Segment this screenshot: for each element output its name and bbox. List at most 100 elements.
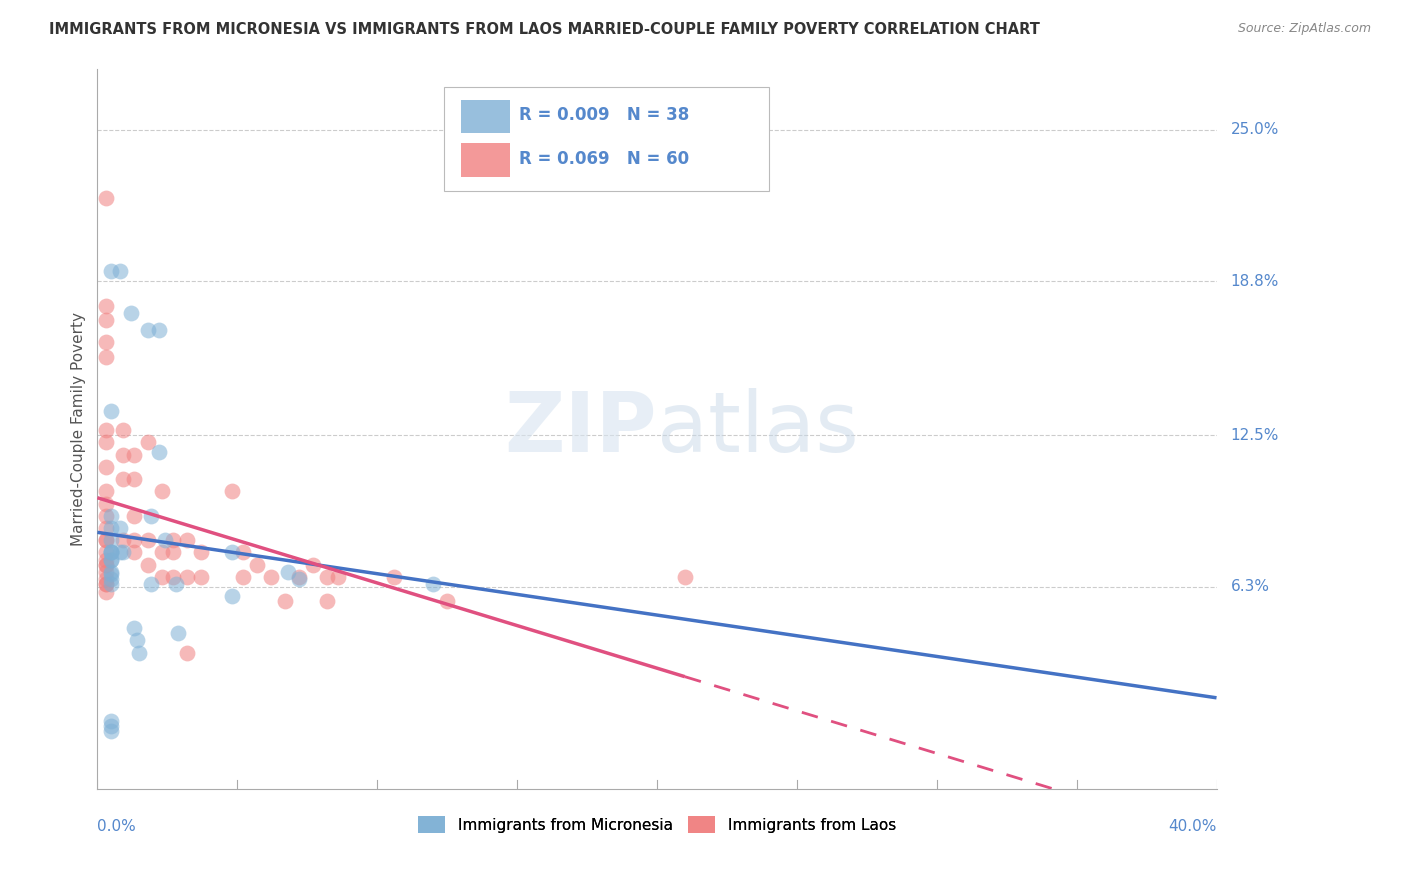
Point bbox=[94, 553, 117, 567]
Point bbox=[94, 423, 117, 437]
Point bbox=[100, 533, 122, 548]
Text: R = 0.009   N = 38: R = 0.009 N = 38 bbox=[519, 105, 689, 124]
Point bbox=[100, 572, 122, 586]
Text: IMMIGRANTS FROM MICRONESIA VS IMMIGRANTS FROM LAOS MARRIED-COUPLE FAMILY POVERTY: IMMIGRANTS FROM MICRONESIA VS IMMIGRANTS… bbox=[49, 22, 1040, 37]
Point bbox=[94, 584, 117, 599]
Point bbox=[94, 533, 117, 548]
Point bbox=[94, 577, 117, 591]
Point bbox=[100, 719, 122, 733]
Point bbox=[139, 577, 162, 591]
Point bbox=[232, 570, 254, 584]
Point bbox=[436, 594, 458, 608]
Point bbox=[176, 646, 198, 660]
Point bbox=[94, 572, 117, 586]
Text: Source: ZipAtlas.com: Source: ZipAtlas.com bbox=[1237, 22, 1371, 36]
Point bbox=[136, 558, 159, 572]
Point bbox=[150, 570, 173, 584]
Text: R = 0.069   N = 60: R = 0.069 N = 60 bbox=[519, 150, 689, 168]
Point bbox=[100, 521, 122, 535]
Point bbox=[94, 299, 117, 313]
Point bbox=[94, 558, 117, 572]
Point bbox=[100, 553, 122, 567]
Point bbox=[260, 570, 283, 584]
Point bbox=[94, 335, 117, 350]
Point bbox=[94, 558, 117, 572]
Point bbox=[100, 577, 122, 591]
Point bbox=[122, 448, 145, 462]
Point bbox=[221, 545, 243, 559]
Point bbox=[94, 435, 117, 450]
Point bbox=[108, 545, 131, 559]
Point bbox=[100, 723, 122, 738]
Point bbox=[94, 496, 117, 510]
Point bbox=[100, 553, 122, 567]
Point bbox=[100, 567, 122, 582]
FancyBboxPatch shape bbox=[461, 144, 510, 177]
Point bbox=[148, 445, 170, 459]
Point bbox=[301, 558, 323, 572]
Point bbox=[108, 521, 131, 535]
Point bbox=[100, 508, 122, 523]
Point bbox=[190, 545, 212, 559]
Legend: Immigrants from Micronesia, Immigrants from Laos: Immigrants from Micronesia, Immigrants f… bbox=[412, 810, 903, 839]
Point bbox=[326, 570, 349, 584]
Point bbox=[94, 521, 117, 535]
Point bbox=[122, 545, 145, 559]
Point bbox=[162, 570, 184, 584]
Point bbox=[111, 448, 134, 462]
Point bbox=[100, 545, 122, 559]
Point bbox=[221, 484, 243, 499]
Point bbox=[100, 545, 122, 559]
Point bbox=[277, 565, 299, 579]
Text: 0.0%: 0.0% bbox=[97, 819, 136, 834]
Point bbox=[288, 570, 311, 584]
Point bbox=[100, 264, 122, 278]
Point bbox=[125, 633, 148, 648]
Point bbox=[190, 570, 212, 584]
FancyBboxPatch shape bbox=[444, 87, 769, 191]
Point bbox=[176, 533, 198, 548]
Text: 12.5%: 12.5% bbox=[1230, 427, 1279, 442]
Y-axis label: Married-Couple Family Poverty: Married-Couple Family Poverty bbox=[72, 312, 86, 546]
Point bbox=[94, 191, 117, 205]
Point bbox=[108, 264, 131, 278]
Point bbox=[94, 533, 117, 548]
Point bbox=[148, 323, 170, 337]
Point bbox=[673, 570, 696, 584]
Text: atlas: atlas bbox=[657, 389, 859, 469]
Point bbox=[150, 545, 173, 559]
Point bbox=[382, 570, 405, 584]
Point bbox=[153, 533, 176, 548]
Point bbox=[94, 508, 117, 523]
Point bbox=[122, 472, 145, 486]
Text: 6.3%: 6.3% bbox=[1230, 579, 1270, 594]
Point bbox=[122, 621, 145, 635]
Point bbox=[94, 565, 117, 579]
Point bbox=[94, 577, 117, 591]
Point bbox=[100, 565, 122, 579]
Point bbox=[246, 558, 269, 572]
Point bbox=[136, 533, 159, 548]
Text: ZIP: ZIP bbox=[505, 389, 657, 469]
Point bbox=[150, 484, 173, 499]
Point bbox=[111, 423, 134, 437]
Point bbox=[221, 590, 243, 604]
FancyBboxPatch shape bbox=[461, 100, 510, 134]
Point bbox=[315, 570, 337, 584]
Point bbox=[162, 533, 184, 548]
Point bbox=[422, 577, 444, 591]
Point bbox=[94, 459, 117, 474]
Point bbox=[136, 323, 159, 337]
Text: 40.0%: 40.0% bbox=[1168, 819, 1216, 834]
Point bbox=[111, 533, 134, 548]
Point bbox=[100, 714, 122, 728]
Text: 18.8%: 18.8% bbox=[1230, 274, 1279, 289]
Point bbox=[111, 545, 134, 559]
Point bbox=[162, 545, 184, 559]
Point bbox=[94, 484, 117, 499]
Point bbox=[94, 350, 117, 364]
Point bbox=[128, 646, 150, 660]
Point bbox=[139, 508, 162, 523]
Point bbox=[100, 545, 122, 559]
Point bbox=[100, 403, 122, 417]
